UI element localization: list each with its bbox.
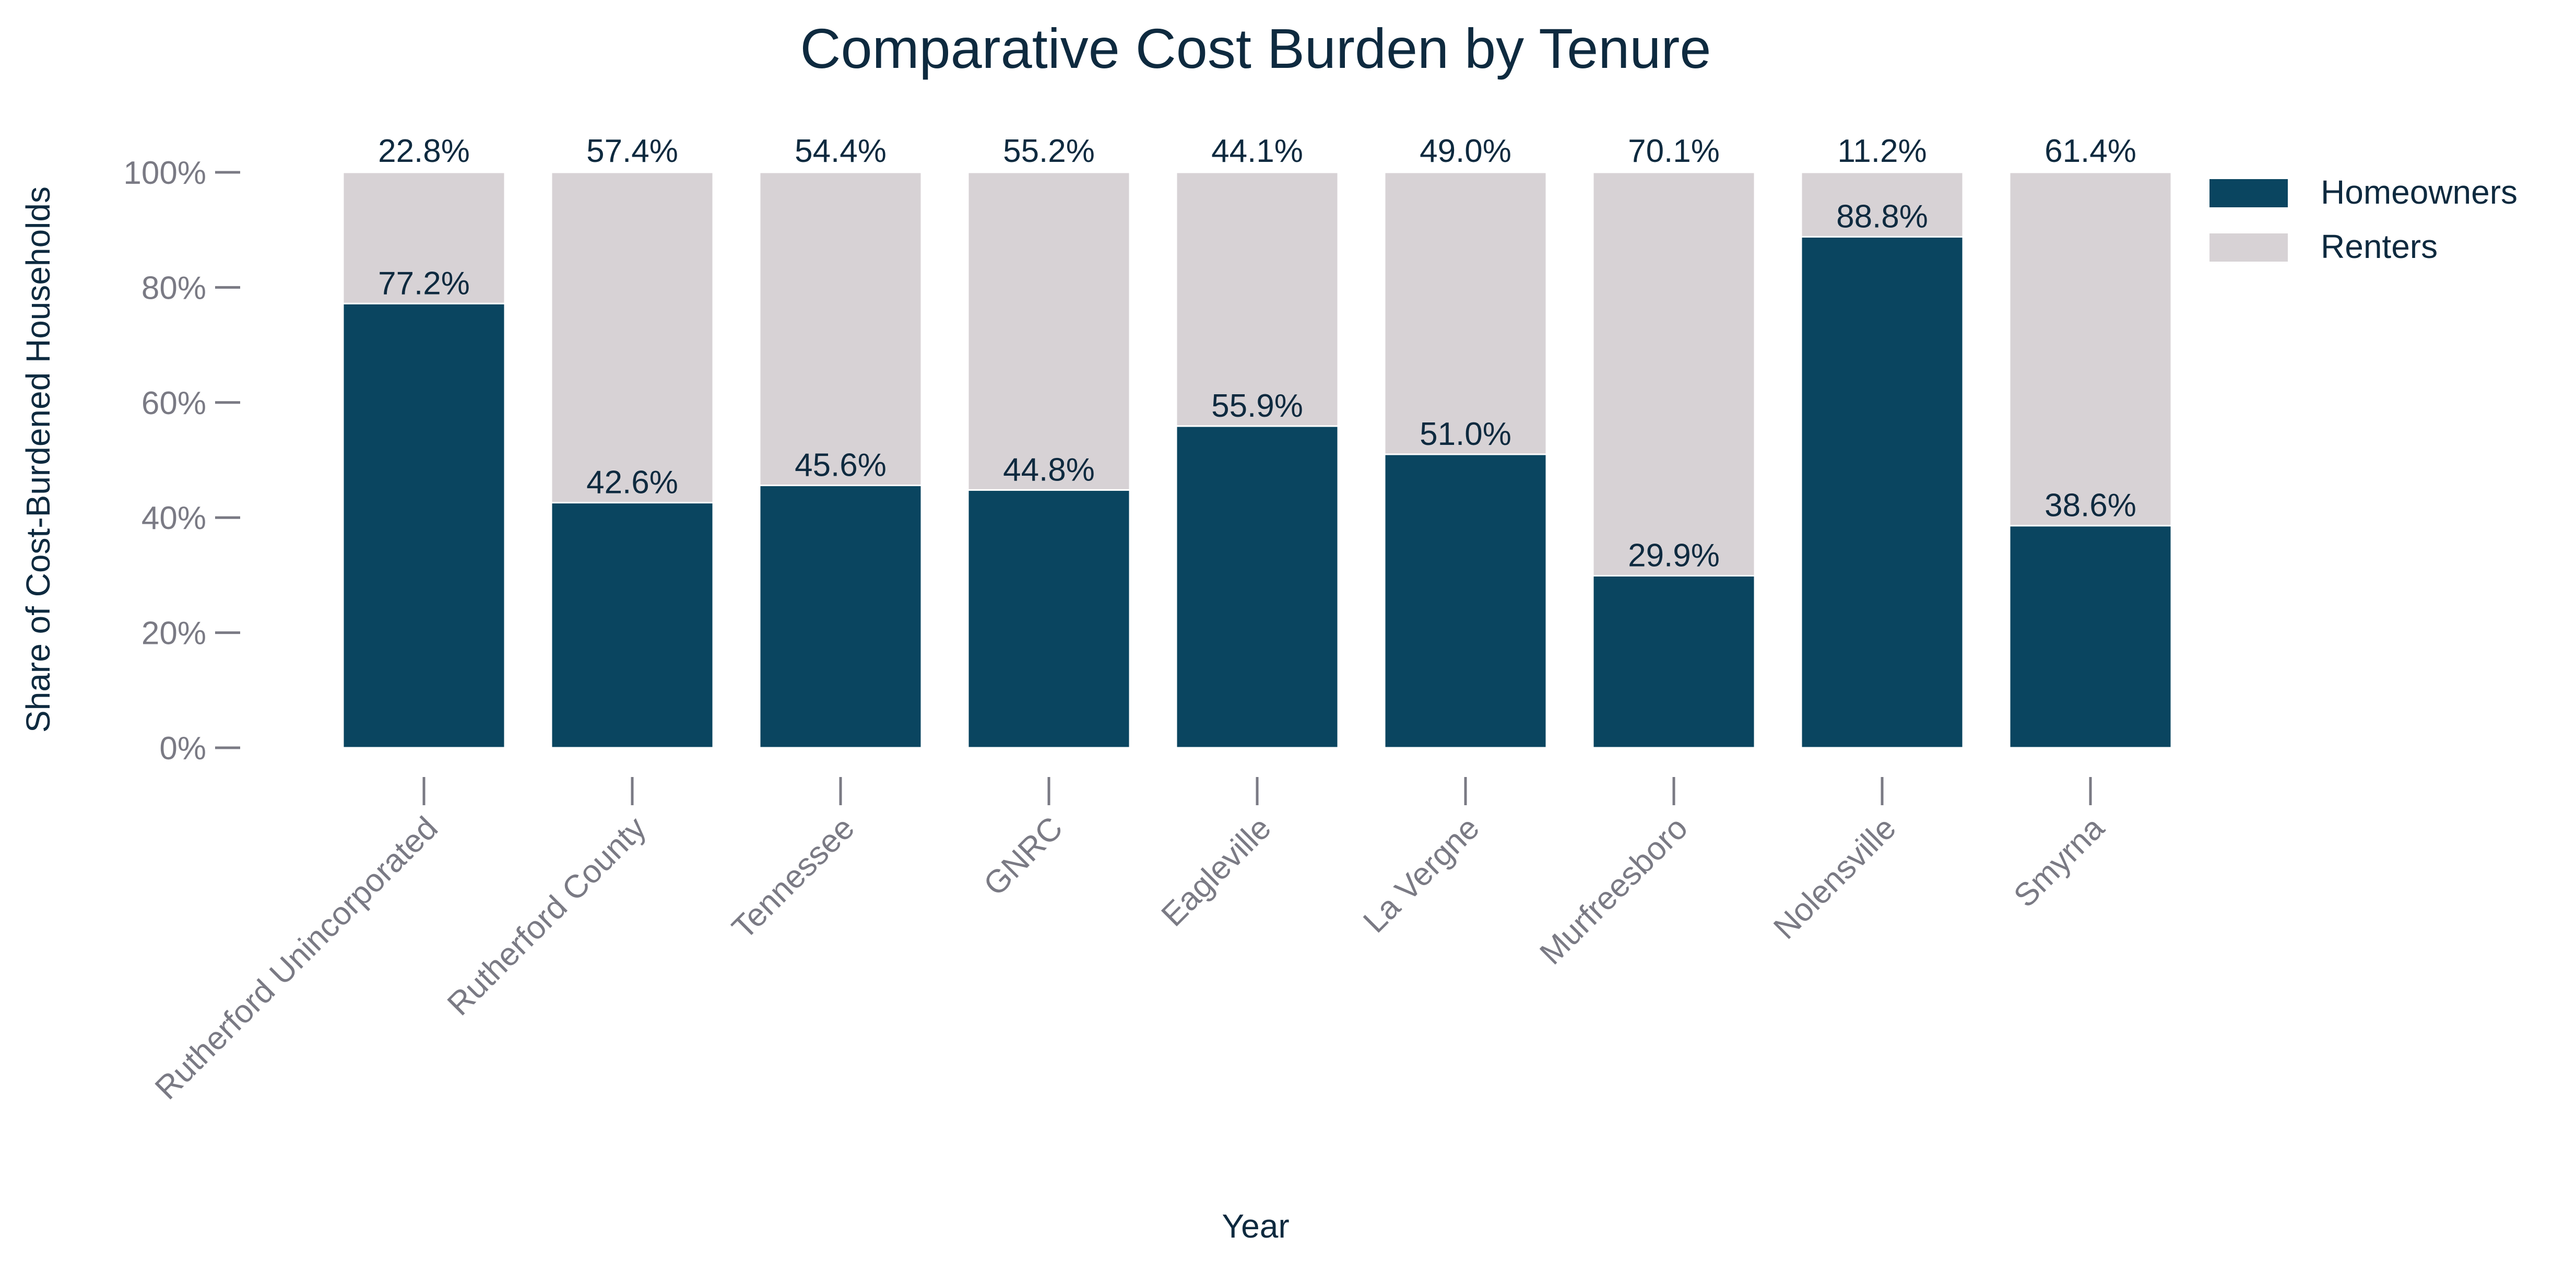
bar-renters <box>342 171 506 304</box>
y-tick-label: 100% <box>123 155 206 191</box>
data-label-renters: 61.4% <box>2045 133 2136 169</box>
bars: 77.2% 22.8% 42.6% 57.4% 45.6% 54.4% 44.8% 55.2%… <box>342 133 2172 749</box>
legend-swatch <box>2209 233 2288 262</box>
data-label-renters: 55.2% <box>1003 133 1095 169</box>
x-tick-label: Nolensville <box>1767 810 1903 946</box>
bar-homeowners <box>1175 425 1339 749</box>
x-tick-label: Tennessee <box>725 810 861 946</box>
bar-homeowners <box>1592 575 1756 749</box>
bar-homeowners <box>1800 236 1964 749</box>
data-label-homeowners: 88.8% <box>1836 198 1928 234</box>
bar-group: 29.9% 70.1% <box>1592 133 1756 749</box>
y-axis-label: Share of Cost-Burdened Households <box>19 186 57 733</box>
bar-renters <box>550 171 714 504</box>
data-label-homeowners: 42.6% <box>586 465 678 501</box>
data-label-renters: 44.1% <box>1211 133 1303 169</box>
legend-label: Homeowners <box>2321 173 2518 211</box>
x-axis-label: Year <box>1222 1207 1289 1245</box>
bar-group: 77.2% 22.8% <box>342 133 506 749</box>
data-label-homeowners: 38.6% <box>2045 488 2136 524</box>
bar-group: 45.6% 54.4% <box>759 133 923 749</box>
bar-group: 51.0% 49.0% <box>1384 133 1547 749</box>
y-tick-label: 0% <box>159 731 206 767</box>
chart-title: Comparative Cost Burden by Tenure <box>800 17 1711 80</box>
bar-homeowners <box>1384 453 1547 749</box>
bar-group: 44.8% 55.2% <box>967 133 1131 749</box>
bar-homeowners <box>342 302 506 749</box>
bar-renters <box>967 171 1131 491</box>
bar-renters <box>1384 171 1547 455</box>
data-label-homeowners: 45.6% <box>795 447 887 483</box>
bar-group: 88.8% 11.2% <box>1800 133 1964 749</box>
legend-label: Renters <box>2321 228 2438 265</box>
bar-homeowners <box>550 502 714 749</box>
y-tick-label: 40% <box>141 500 206 536</box>
bar-group: 42.6% 57.4% <box>550 133 714 749</box>
data-label-renters: 22.8% <box>378 133 470 169</box>
bar-renters <box>759 171 923 486</box>
x-tick-label: Rutherford Unincorporated <box>148 810 445 1107</box>
x-tick-label: Rutherford County <box>441 810 653 1022</box>
data-label-renters: 57.4% <box>586 133 678 169</box>
x-tick-label: Eagleville <box>1154 810 1278 933</box>
bar-group: 55.9% 44.1% <box>1175 133 1339 749</box>
bar-homeowners <box>2008 525 2172 749</box>
data-label-renters: 49.0% <box>1420 133 1511 169</box>
data-label-homeowners: 51.0% <box>1420 416 1511 452</box>
bar-renters <box>1592 171 1756 577</box>
x-tick-label: La Vergne <box>1356 810 1486 940</box>
data-label-homeowners: 29.9% <box>1628 538 1720 574</box>
bar-renters <box>1175 171 1339 427</box>
legend: Homeowners Renters <box>2209 173 2518 265</box>
bar-renters <box>1800 171 1964 238</box>
y-axis: 0% 20% 40% 60% 80% 100% <box>123 155 240 767</box>
bar-homeowners <box>759 484 923 749</box>
y-tick-label: 80% <box>141 270 206 306</box>
data-label-renters: 70.1% <box>1628 133 1720 169</box>
data-label-homeowners: 77.2% <box>378 265 470 301</box>
bar-homeowners <box>967 489 1131 749</box>
data-label-renters: 11.2% <box>1837 133 1927 169</box>
data-label-homeowners: 44.8% <box>1003 452 1095 488</box>
x-tick-label: Murfreesboro <box>1533 810 1695 972</box>
bar-renters <box>2008 171 2172 527</box>
y-tick-label: 20% <box>141 616 206 652</box>
x-tick-label: GNRC <box>977 810 1070 903</box>
bar-group: 38.6% 61.4% <box>2008 133 2172 749</box>
data-label-renters: 54.4% <box>795 133 887 169</box>
data-label-homeowners: 55.9% <box>1211 388 1303 424</box>
y-tick-label: 60% <box>141 385 206 421</box>
x-tick-label: Smyrna <box>2007 810 2111 914</box>
legend-swatch <box>2209 179 2288 207</box>
